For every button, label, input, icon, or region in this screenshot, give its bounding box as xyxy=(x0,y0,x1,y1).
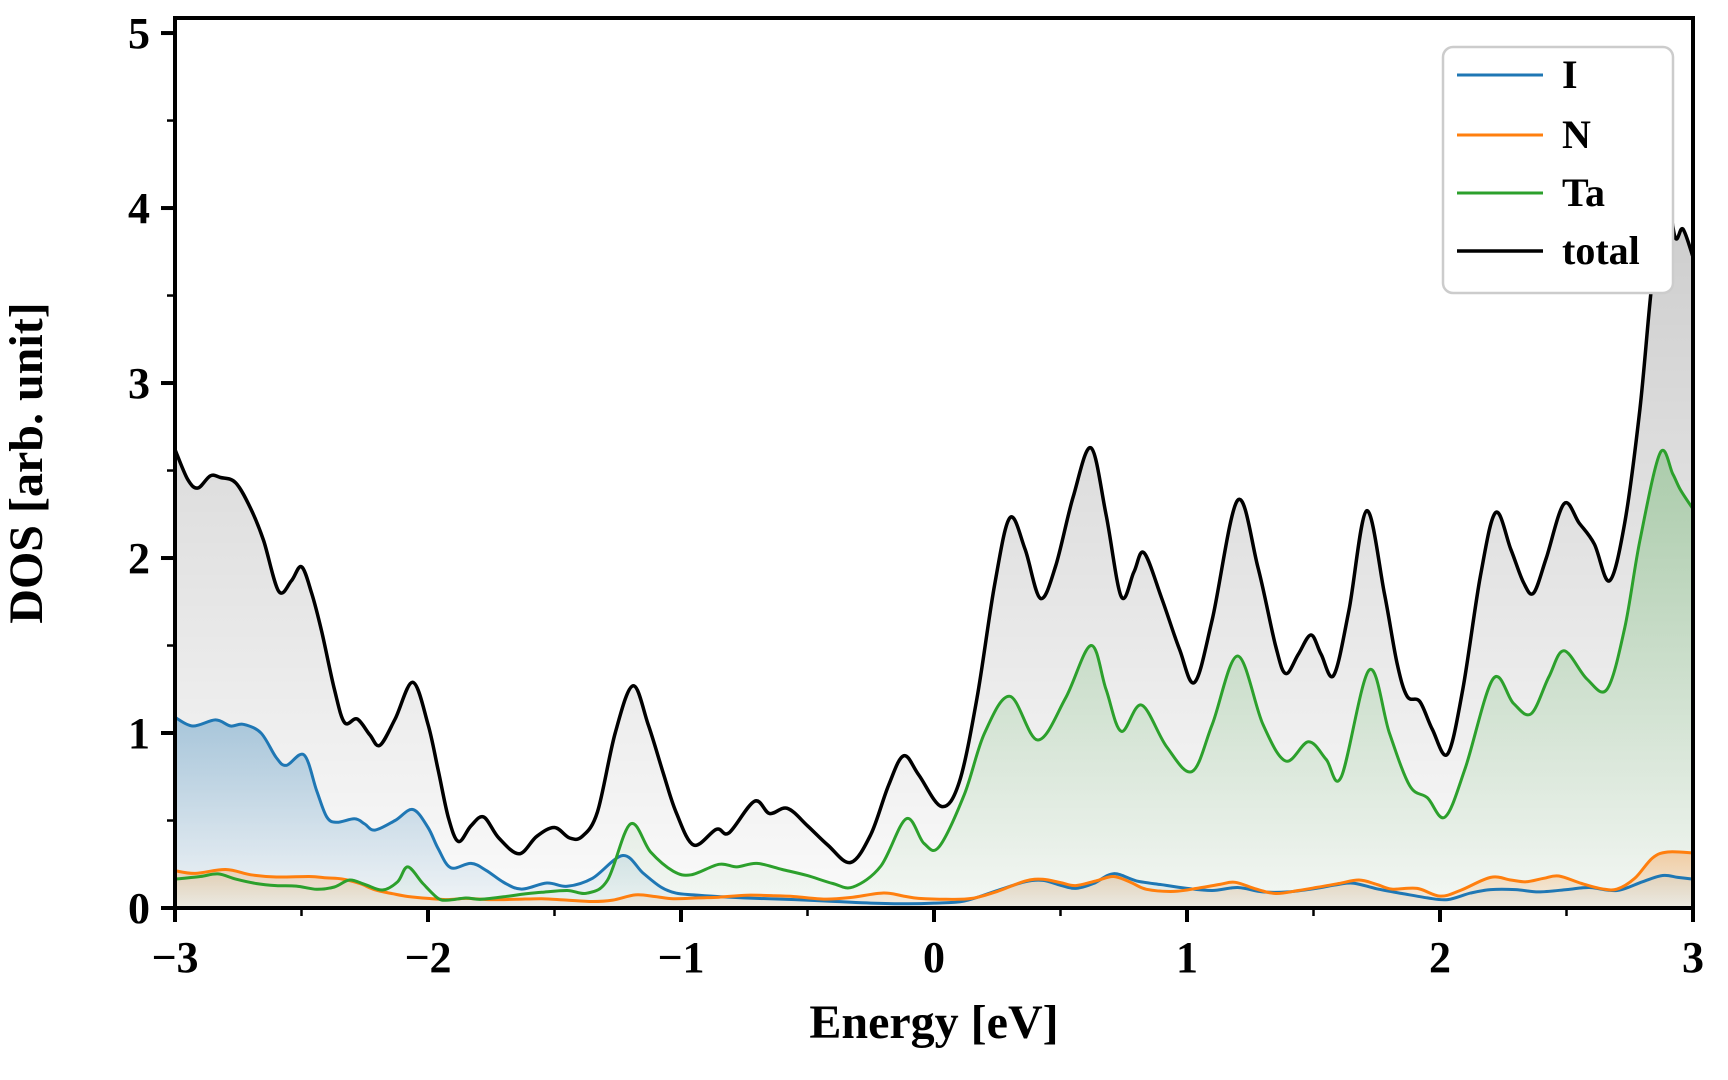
fill-N xyxy=(175,851,1693,908)
x-tick-label-0: 0 xyxy=(923,933,945,982)
y-tick-label-3: 3 xyxy=(128,359,150,408)
axes xyxy=(161,16,1695,922)
x-tick-label-−1: −1 xyxy=(657,933,704,982)
y-tick-label-2: 2 xyxy=(128,534,150,583)
legend-label-Ta: Ta xyxy=(1562,170,1605,215)
curve-I xyxy=(173,715,1695,906)
fill-total xyxy=(175,193,1693,908)
dos-curves xyxy=(173,191,1695,906)
tick-labels: −3 −2 −1 0 1 2 3 0 1 2 3 4 5 xyxy=(128,9,1704,982)
y-tick-label-0: 0 xyxy=(128,884,150,933)
y-axis-label: DOS [arb. unit] xyxy=(0,302,53,623)
curve-Ta xyxy=(173,448,1695,902)
fill-Ta xyxy=(175,450,1693,908)
x-tick-label-3: 3 xyxy=(1682,933,1704,982)
x-axis-label: Energy [eV] xyxy=(809,996,1058,1049)
legend-box xyxy=(1441,45,1675,295)
y-tick-label-5: 5 xyxy=(128,9,150,58)
curve-total xyxy=(173,191,1695,865)
y-tick-label-1: 1 xyxy=(128,709,150,758)
legend: IN Ta total xyxy=(1441,45,1675,295)
x-tick-label-2: 2 xyxy=(1429,933,1451,982)
legend-label-total: total xyxy=(1562,228,1640,273)
y-tick-label-4: 4 xyxy=(128,184,150,233)
legend-label-I: I xyxy=(1562,52,1578,97)
x-tick-label-−3: −3 xyxy=(151,933,198,982)
x-tick-label-1: 1 xyxy=(1176,933,1198,982)
legend-label-N: N xyxy=(1562,112,1591,157)
curve-N xyxy=(173,850,1695,903)
x-tick-label-−2: −2 xyxy=(404,933,451,982)
